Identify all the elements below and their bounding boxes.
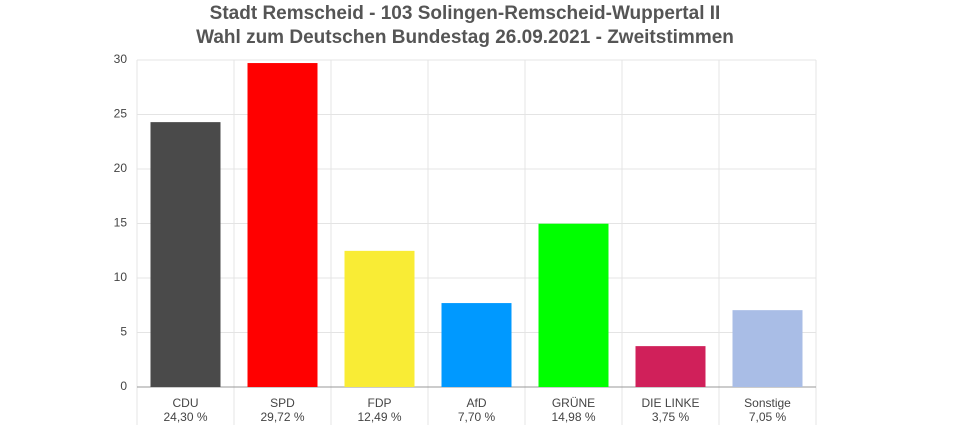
chart-subtitle: Wahl zum Deutschen Bundestag 26.09.2021 … bbox=[196, 27, 734, 48]
bar bbox=[441, 303, 512, 387]
value-label: 29,72 % bbox=[260, 410, 304, 424]
y-tick-label: 25 bbox=[114, 107, 128, 121]
x-tick-label: Sonstige bbox=[744, 396, 791, 410]
value-label: 7,70 % bbox=[458, 410, 496, 424]
x-tick-label: DIE LINKE bbox=[641, 396, 699, 410]
bar bbox=[150, 122, 221, 387]
value-label: 7,05 % bbox=[749, 410, 787, 424]
value-label: 3,75 % bbox=[652, 410, 690, 424]
x-tick-label: GRÜNE bbox=[552, 396, 595, 410]
chart-title: Stadt Remscheid - 103 Solingen-Remscheid… bbox=[210, 3, 721, 24]
y-tick-label: 30 bbox=[114, 52, 128, 66]
y-tick-label: 15 bbox=[114, 216, 128, 230]
y-tick-label: 5 bbox=[120, 325, 127, 339]
x-tick-label: FDP bbox=[368, 396, 392, 410]
bar bbox=[538, 223, 609, 387]
x-tick-label: CDU bbox=[173, 396, 199, 410]
value-label: 12,49 % bbox=[357, 410, 401, 424]
bar bbox=[732, 310, 803, 387]
y-tick-label: 20 bbox=[114, 161, 128, 175]
y-tick-label: 0 bbox=[120, 379, 127, 393]
y-tick-label: 10 bbox=[114, 270, 128, 284]
bar bbox=[635, 346, 706, 387]
value-label: 14,98 % bbox=[551, 410, 595, 424]
x-tick-label: AfD bbox=[466, 396, 486, 410]
x-tick-label: SPD bbox=[270, 396, 295, 410]
value-label: 24,30 % bbox=[163, 410, 207, 424]
bar bbox=[344, 250, 415, 387]
bar bbox=[247, 63, 318, 387]
